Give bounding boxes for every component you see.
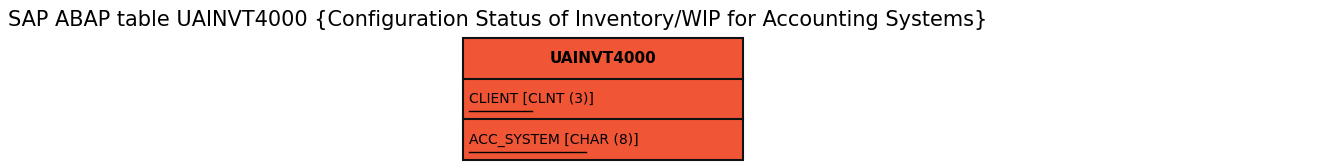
Text: CLIENT: CLIENT <box>469 92 518 106</box>
Bar <box>463 38 742 160</box>
Text: ACC_SYSTEM [CHAR (8)]: ACC_SYSTEM [CHAR (8)] <box>469 133 639 147</box>
Text: UAINVT4000: UAINVT4000 <box>550 51 656 66</box>
Text: CLIENT [CLNT (3)]: CLIENT [CLNT (3)] <box>469 92 594 106</box>
Text: ACC_SYSTEM: ACC_SYSTEM <box>469 133 560 147</box>
Text: SAP ABAP table UAINVT4000 {Configuration Status of Inventory/WIP for Accounting : SAP ABAP table UAINVT4000 {Configuration… <box>8 10 987 30</box>
